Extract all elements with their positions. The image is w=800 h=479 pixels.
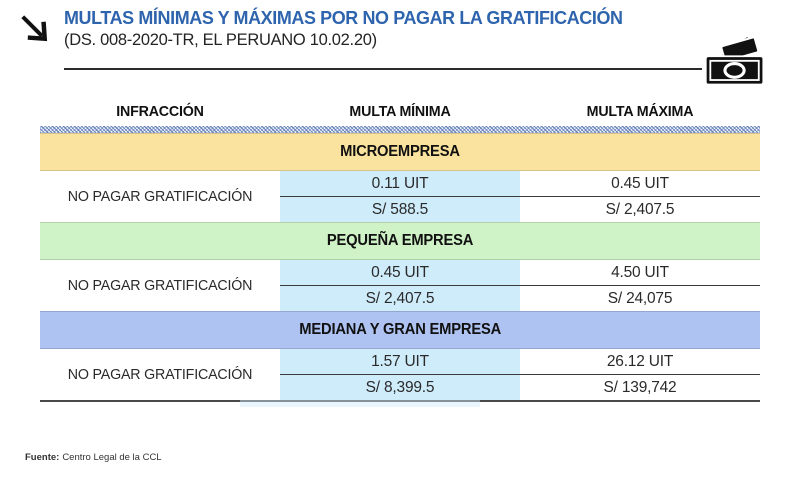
cell-min-soles: S/ 588.5 bbox=[371, 200, 429, 218]
table-bottom-border bbox=[40, 400, 760, 402]
cell-min-uit: 0.45 UIT bbox=[280, 260, 520, 286]
cell-max-soles: S/ 2,407.5 bbox=[605, 200, 675, 218]
cell-max-pair: 0.45 UIT S/ 2,407.5 bbox=[520, 171, 760, 222]
section-band-label: PEQUEÑA EMPRESA bbox=[326, 232, 474, 249]
arrow-down-right-icon bbox=[21, 15, 48, 42]
cell-min-soles: S/ 8,399.5 bbox=[365, 378, 435, 396]
cell-max-uit: 26.12 UIT bbox=[520, 349, 760, 375]
cell-max-pair: 26.12 UIT S/ 139,742 bbox=[520, 349, 760, 400]
cell-infraction: NO PAGAR GRATIFICACIÓN bbox=[67, 366, 253, 383]
source-label: Fuente: bbox=[25, 452, 60, 463]
section-band-microempresa: MICROEMPRESA bbox=[40, 133, 760, 171]
cell-max-soles: S/ 24,075 bbox=[607, 289, 673, 307]
cell-max-uit: 4.50 UIT bbox=[520, 260, 760, 286]
column-header-infraccion: INFRACCIÓN bbox=[116, 102, 204, 120]
cell-min-pair: 0.11 UIT S/ 588.5 bbox=[280, 171, 520, 222]
page-subtitle: (DS. 008-2020-TR, EL PERUANO 10.02.20) bbox=[64, 30, 377, 49]
page-title: MULTAS MÍNIMAS Y MÁXIMAS POR NO PAGAR LA… bbox=[64, 7, 623, 28]
table-header-row: INFRACCIÓN MULTA MÍNIMA MULTA MÁXIMA bbox=[40, 96, 760, 126]
cell-max-uit: 0.45 UIT bbox=[520, 171, 760, 197]
source-text: Centro Legal de la CCL bbox=[62, 452, 162, 463]
source-note: Fuente: Centro Legal de la CCL bbox=[25, 452, 162, 463]
cell-infraction: NO PAGAR GRATIFICACIÓN bbox=[67, 277, 253, 294]
cell-min-soles: S/ 2,407.5 bbox=[365, 289, 435, 307]
cell-min-uit: 0.11 UIT bbox=[280, 171, 520, 197]
table-row: NO PAGAR GRATIFICACIÓN 0.45 UIT S/ 2,407… bbox=[40, 260, 760, 311]
table-row: NO PAGAR GRATIFICACIÓN 1.57 UIT S/ 8,399… bbox=[40, 349, 760, 400]
cell-max-pair: 4.50 UIT S/ 24,075 bbox=[520, 260, 760, 311]
section-band-label: MICROEMPRESA bbox=[340, 143, 460, 160]
cell-max-soles: S/ 139,742 bbox=[603, 378, 677, 396]
cell-min-pair: 0.45 UIT S/ 2,407.5 bbox=[280, 260, 520, 311]
money-banknotes-icon bbox=[704, 35, 765, 86]
hatched-divider bbox=[40, 126, 760, 133]
cell-min-uit: 1.57 UIT bbox=[280, 349, 520, 375]
highlight-column-remnant bbox=[240, 400, 480, 407]
cell-min-pair: 1.57 UIT S/ 8,399.5 bbox=[280, 349, 520, 400]
column-header-multa-minima: MULTA MÍNIMA bbox=[349, 102, 451, 120]
section-band-label: MEDIANA Y GRAN EMPRESA bbox=[299, 321, 501, 338]
section-band-mediana-gran-empresa: MEDIANA Y GRAN EMPRESA bbox=[40, 311, 760, 349]
title-divider bbox=[64, 68, 702, 70]
table-row: NO PAGAR GRATIFICACIÓN 0.11 UIT S/ 588.5… bbox=[40, 171, 760, 222]
column-header-multa-maxima: MULTA MÁXIMA bbox=[586, 102, 694, 120]
section-band-pequena-empresa: PEQUEÑA EMPRESA bbox=[40, 222, 760, 260]
cell-infraction: NO PAGAR GRATIFICACIÓN bbox=[67, 188, 253, 205]
fines-table: INFRACCIÓN MULTA MÍNIMA MULTA MÁXIMA MIC… bbox=[40, 96, 760, 402]
